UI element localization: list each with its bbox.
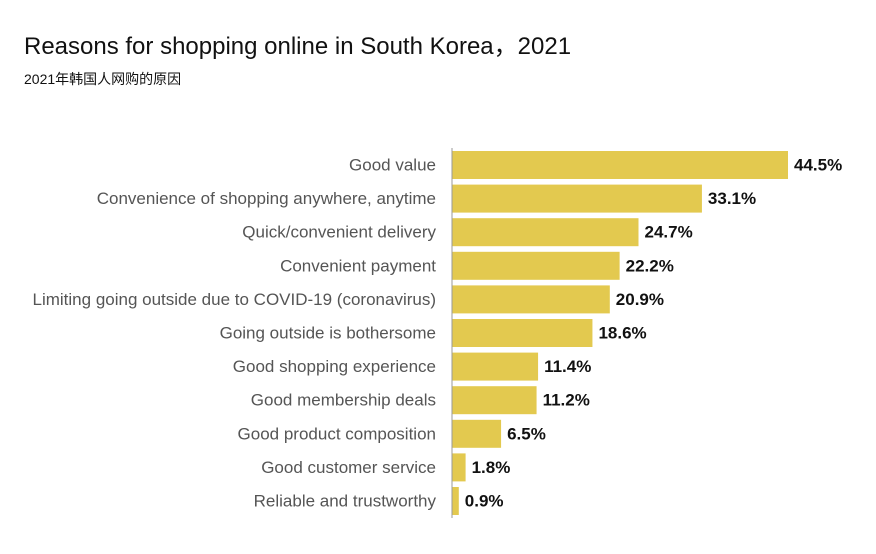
value-label: 20.9% — [616, 290, 664, 309]
value-label: 0.9% — [465, 492, 504, 511]
bar — [452, 319, 593, 347]
category-label: Limiting going outside due to COVID-19 (… — [33, 290, 436, 309]
value-label: 24.7% — [644, 223, 692, 242]
value-label: 22.2% — [626, 256, 674, 275]
value-label: 11.2% — [543, 391, 590, 410]
category-label: Good product composition — [238, 424, 436, 443]
bar — [452, 285, 610, 314]
value-label: 33.1% — [708, 189, 756, 208]
bar — [452, 453, 466, 482]
bar — [452, 151, 788, 179]
bars-group — [452, 151, 788, 515]
category-label: Reliable and trustworthy — [254, 492, 437, 511]
bar — [452, 487, 459, 515]
value-label: 11.4% — [544, 357, 591, 376]
bar — [452, 184, 702, 213]
category-label: Quick/convenient delivery — [242, 223, 436, 242]
category-labels: Good value Convenience of shopping anywhe… — [33, 156, 437, 511]
bar — [452, 352, 539, 381]
chart-title: Reasons for shopping online in South Kor… — [24, 33, 572, 60]
value-labels: 44.5% 33.1% 24.7% 22.2% 20.9% 18.6% 11.4% 11.2%… — [465, 156, 842, 511]
bar — [452, 251, 620, 280]
category-label: Good shopping experience — [233, 357, 436, 376]
value-label: 6.5% — [507, 424, 546, 443]
category-label: Good customer service — [261, 458, 436, 477]
category-label: Good value — [349, 156, 436, 175]
value-label: 18.6% — [598, 324, 646, 343]
value-label: 44.5% — [794, 156, 842, 175]
bar — [452, 218, 639, 247]
bar — [452, 419, 502, 448]
category-label: Going outside is bothersome — [220, 324, 436, 343]
category-label: Good membership deals — [251, 391, 436, 410]
value-label: 1.8% — [472, 458, 511, 477]
bar — [452, 386, 537, 415]
category-label: Convenience of shopping anywhere, anytim… — [97, 189, 436, 208]
chart-subtitle: 2021年韩国人网购的原因 — [24, 71, 182, 87]
category-label: Convenient payment — [280, 256, 436, 275]
